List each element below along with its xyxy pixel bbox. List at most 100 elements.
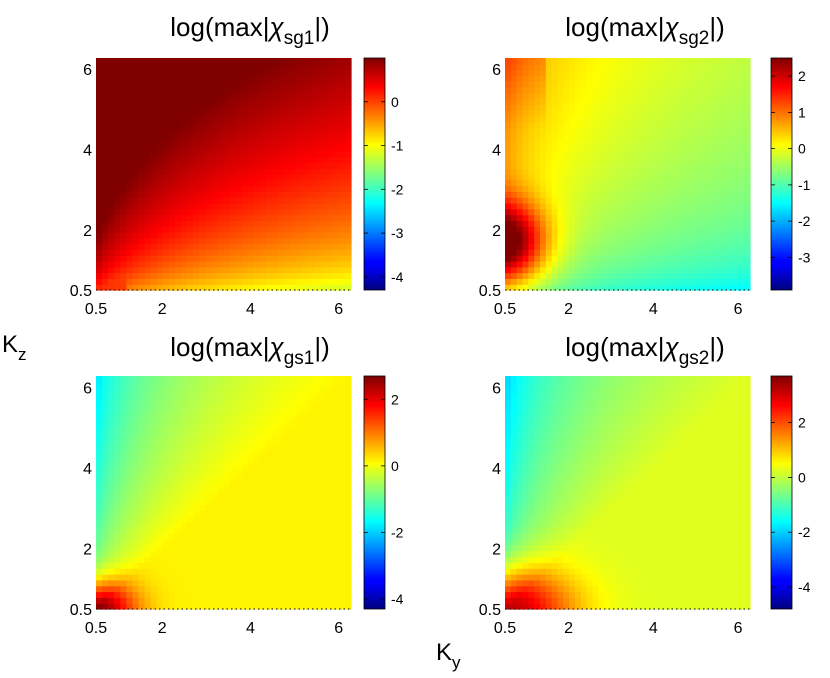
heatmap-cell bbox=[187, 527, 194, 534]
heatmap-cell bbox=[586, 197, 594, 204]
heatmap-cell bbox=[326, 220, 334, 227]
heatmap-cell bbox=[247, 521, 255, 529]
heatmap-cell bbox=[674, 179, 681, 187]
heatmap-cell bbox=[229, 278, 237, 285]
heatmap-cell bbox=[247, 515, 255, 523]
heatmap-cell bbox=[586, 174, 594, 181]
heatmap-cell bbox=[205, 232, 212, 239]
heatmap-cell bbox=[235, 480, 243, 488]
heatmap-cell bbox=[223, 145, 231, 152]
heatmap-cell bbox=[344, 139, 352, 146]
heatmap-cell bbox=[604, 226, 611, 233]
heatmap-cell bbox=[241, 603, 249, 610]
heatmap-cell bbox=[217, 387, 225, 395]
heatmap-cell bbox=[181, 521, 188, 529]
heatmap-cell bbox=[326, 574, 334, 581]
heatmap-cell bbox=[108, 208, 115, 216]
heatmap-cell bbox=[266, 237, 273, 245]
heatmap-cell bbox=[592, 197, 599, 204]
heatmap-cell bbox=[266, 492, 273, 499]
heatmap-cell bbox=[217, 544, 225, 552]
heatmap-cell bbox=[505, 145, 512, 152]
heatmap-cell bbox=[223, 533, 231, 540]
heatmap-cell bbox=[259, 434, 267, 441]
heatmap-cell bbox=[193, 197, 200, 204]
heatmap-cell bbox=[259, 399, 267, 406]
heatmap-cell bbox=[247, 475, 255, 482]
heatmap-cell bbox=[168, 480, 176, 488]
heatmap-cell bbox=[344, 272, 352, 279]
heatmap-cell bbox=[132, 422, 140, 430]
heatmap-cell bbox=[302, 463, 310, 470]
heatmap-cell bbox=[557, 156, 564, 163]
heatmap-cell bbox=[150, 243, 158, 250]
heatmap-cell bbox=[314, 521, 322, 529]
heatmap-cell bbox=[738, 261, 745, 268]
heatmap-cell bbox=[732, 63, 739, 71]
heatmap-cell bbox=[720, 104, 728, 111]
heatmap-cell bbox=[132, 556, 140, 563]
heatmap-cell bbox=[639, 139, 646, 146]
heatmap-cell bbox=[199, 539, 206, 546]
heatmap-cell bbox=[650, 162, 658, 169]
heatmap-cell bbox=[193, 81, 200, 88]
heatmap-cell bbox=[326, 150, 334, 158]
heatmap-cell bbox=[102, 457, 109, 464]
heatmap-cell bbox=[557, 255, 564, 262]
heatmap-cell bbox=[691, 121, 699, 129]
heatmap-cell bbox=[308, 387, 316, 395]
heatmap-cell bbox=[253, 179, 261, 187]
heatmap-cell bbox=[726, 139, 734, 146]
heatmap-cell bbox=[126, 504, 134, 511]
heatmap-cell bbox=[344, 110, 352, 117]
heatmap-cell bbox=[144, 237, 152, 245]
heatmap-cell bbox=[290, 457, 297, 464]
heatmap-cell bbox=[138, 574, 146, 581]
heatmap-cell bbox=[150, 381, 158, 389]
colorbar-tick-label: 0 bbox=[798, 141, 806, 157]
heatmap-cell bbox=[253, 399, 261, 406]
heatmap-cell bbox=[253, 214, 261, 221]
heatmap-cell bbox=[278, 451, 285, 459]
heatmap-cell bbox=[102, 168, 109, 175]
heatmap-cell bbox=[575, 63, 582, 71]
heatmap-cell bbox=[217, 237, 225, 245]
heatmap-cell bbox=[120, 121, 127, 129]
heatmap-cell bbox=[314, 376, 322, 383]
heatmap-cell bbox=[181, 156, 188, 163]
heatmap-cell bbox=[284, 381, 291, 389]
heatmap-cell bbox=[168, 203, 176, 210]
heatmap-cell bbox=[278, 69, 285, 76]
heatmap-cell bbox=[697, 179, 704, 187]
heatmap-cell bbox=[266, 533, 273, 540]
heatmap-cell bbox=[586, 266, 594, 274]
heatmap-cell bbox=[229, 422, 237, 430]
heatmap-cell bbox=[247, 145, 255, 152]
heatmap-cell bbox=[720, 214, 728, 221]
heatmap-cell bbox=[744, 87, 751, 94]
heatmap-cell bbox=[604, 133, 611, 140]
heatmap-cell bbox=[332, 544, 340, 552]
heatmap-cell bbox=[114, 603, 121, 610]
heatmap-cell bbox=[302, 208, 310, 216]
heatmap-cell bbox=[144, 498, 152, 505]
heatmap-cell bbox=[247, 255, 255, 262]
heatmap-cell bbox=[199, 399, 206, 406]
heatmap-cell bbox=[272, 116, 279, 123]
heatmap-cell bbox=[211, 266, 219, 274]
heatmap-cell bbox=[505, 284, 512, 291]
heatmap-cell bbox=[338, 110, 346, 117]
heatmap-cell bbox=[580, 127, 588, 134]
heatmap-cell bbox=[522, 162, 529, 169]
heatmap-cell bbox=[344, 81, 352, 88]
heatmap-cell bbox=[272, 87, 279, 94]
heatmap-cell bbox=[545, 272, 553, 279]
heatmap-cell bbox=[621, 191, 629, 198]
heatmap-cell bbox=[102, 399, 109, 406]
heatmap-cell bbox=[662, 81, 669, 88]
heatmap-cell bbox=[235, 185, 243, 192]
heatmap-cell bbox=[168, 75, 176, 82]
heatmap-cell bbox=[344, 220, 352, 227]
heatmap-cell bbox=[156, 185, 164, 192]
heatmap-cell bbox=[199, 451, 206, 459]
